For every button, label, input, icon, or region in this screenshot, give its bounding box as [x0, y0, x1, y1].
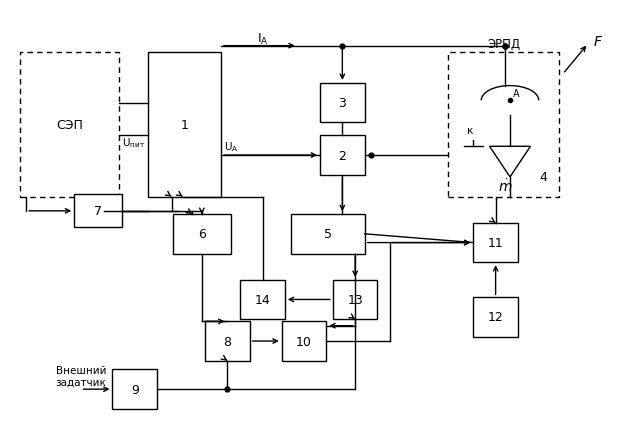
Bar	[473, 223, 518, 263]
Text: U$_{\mathsf{А}}$: U$_{\mathsf{А}}$	[224, 140, 239, 154]
Bar	[320, 136, 365, 175]
Text: к: к	[467, 126, 473, 136]
Text: А: А	[513, 89, 520, 99]
Text: 9: 9	[131, 383, 139, 396]
Text: СЭП: СЭП	[56, 119, 83, 131]
Text: 1: 1	[180, 119, 188, 131]
Bar	[240, 280, 285, 319]
Bar	[173, 215, 230, 254]
Bar	[320, 84, 365, 123]
Text: 13: 13	[348, 293, 363, 306]
Text: 5: 5	[324, 228, 332, 241]
Text: 10: 10	[296, 335, 312, 348]
Bar	[448, 53, 559, 197]
Text: 7: 7	[94, 205, 102, 218]
Text: 3: 3	[339, 97, 346, 110]
Text: $\dot{m}$: $\dot{m}$	[498, 178, 513, 195]
Bar	[473, 297, 518, 337]
Text: 8: 8	[223, 335, 232, 348]
Bar	[282, 321, 326, 361]
Text: 12: 12	[488, 311, 504, 324]
Bar	[333, 280, 378, 319]
Text: U$_{\mathsf{пит}}$: U$_{\mathsf{пит}}$	[122, 136, 145, 149]
Bar	[148, 53, 221, 197]
Text: ЭРПД: ЭРПД	[487, 38, 520, 51]
Bar	[291, 215, 365, 254]
Text: F: F	[593, 35, 602, 49]
Bar	[74, 195, 122, 228]
Text: 11: 11	[488, 237, 504, 250]
Bar	[20, 53, 119, 197]
Text: 6: 6	[198, 228, 206, 241]
Text: 14: 14	[255, 293, 271, 306]
Text: 4: 4	[540, 171, 547, 184]
Text: I$_{\mathsf{А}}$: I$_{\mathsf{А}}$	[257, 32, 268, 46]
Bar	[113, 370, 157, 409]
Bar	[205, 321, 250, 361]
Text: 2: 2	[339, 149, 346, 162]
Text: Внешний
задатчик: Внешний задатчик	[55, 365, 106, 387]
